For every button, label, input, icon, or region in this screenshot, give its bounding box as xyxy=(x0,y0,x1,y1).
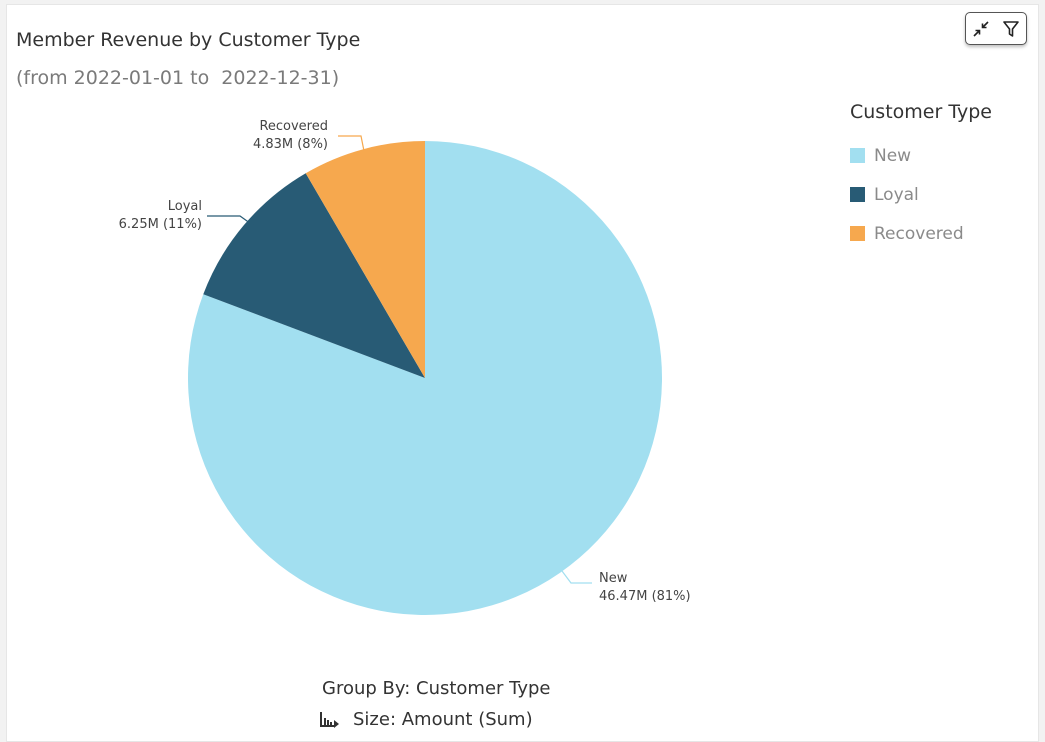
legend: Customer Type New Loyal Recovered xyxy=(850,101,992,253)
legend-label: New xyxy=(874,145,912,166)
collapse-icon xyxy=(973,20,989,37)
chart-subtitle: (from 2022-01-01 to 2022-12-31) xyxy=(16,67,340,89)
data-label-name-recovered: Recovered xyxy=(259,119,328,134)
data-label-value-recovered: 4.83M (8%) xyxy=(253,137,328,152)
legend-swatch xyxy=(850,187,865,202)
data-label-name-loyal: Loyal xyxy=(168,199,202,214)
legend-swatch xyxy=(850,226,865,241)
legend-title: Customer Type xyxy=(850,101,992,123)
legend-list: New Loyal Recovered xyxy=(850,136,992,253)
chart-title: Member Revenue by Customer Type xyxy=(16,29,361,51)
data-label-value-new: 46.47M (81%) xyxy=(599,589,691,604)
legend-label: Recovered xyxy=(874,223,964,244)
legend-item-new[interactable]: New xyxy=(850,136,992,175)
filter-icon xyxy=(1003,20,1019,37)
size-label: Size: Amount (Sum) xyxy=(353,709,533,730)
leader-line-loyal xyxy=(207,215,255,227)
data-label-name-new: New xyxy=(599,571,628,586)
size-field-well[interactable]: Size: Amount (Sum) xyxy=(319,709,533,730)
visual-toolbar xyxy=(965,12,1027,45)
group-by-label: Group By: Customer Type xyxy=(322,678,551,699)
collapse-button[interactable] xyxy=(969,17,993,41)
legend-item-loyal[interactable]: Loyal xyxy=(850,175,992,214)
filter-button[interactable] xyxy=(999,17,1023,41)
legend-swatch xyxy=(850,148,865,163)
data-label-value-loyal: 6.25M (11%) xyxy=(119,217,202,232)
pie-slice-loyal[interactable] xyxy=(203,173,425,378)
legend-item-recovered[interactable]: Recovered xyxy=(850,214,992,253)
visual-panel: Member Revenue by Customer Type (from 20… xyxy=(6,4,1039,742)
pie-slice-recovered[interactable] xyxy=(305,141,425,378)
leader-line-recovered xyxy=(338,135,366,157)
legend-label: Loyal xyxy=(874,184,919,205)
bar-chart-sort-icon xyxy=(319,710,343,730)
leader-line-new xyxy=(561,570,592,584)
